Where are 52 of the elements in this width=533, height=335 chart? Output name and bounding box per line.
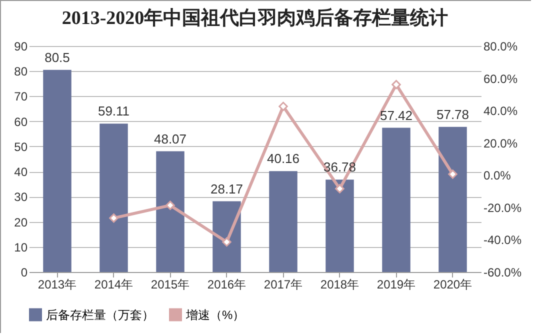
y2-tick-label: 80.0% <box>484 40 518 54</box>
x-tick-label: 2013年 <box>38 278 77 292</box>
data-label: 57.78 <box>436 106 470 122</box>
data-label: 28.17 <box>210 181 244 196</box>
y2-tick-label: -40.0% <box>484 233 522 248</box>
legend-label: 后备存栏量（万套） <box>46 308 154 322</box>
data-label: 59.11 <box>98 104 130 119</box>
point <box>222 237 232 247</box>
x-tick-label: 2016年 <box>207 278 246 292</box>
x-tick-label: 2019年 <box>376 278 416 292</box>
data-label: 80.5 <box>44 50 70 65</box>
data-label: 36.78 <box>323 160 356 175</box>
bar <box>382 128 410 272</box>
point <box>278 102 288 111</box>
chart-title: 2013-2020年中国祖代白羽肉鸡后备存栏量统计 <box>62 7 448 29</box>
x-tick-label: 2020年 <box>433 278 472 292</box>
legend-label: 增速（%） <box>185 308 245 322</box>
x-tick-label: 2014年 <box>94 278 134 292</box>
data-label: 40.16 <box>266 151 300 166</box>
y-tick-label: 30 <box>14 190 28 204</box>
y-tick-label: 80 <box>14 64 28 79</box>
y2-tick-label: 0.0% <box>484 168 512 183</box>
data-label: 57.42 <box>380 108 413 123</box>
y2-tick-label: 40.0% <box>484 104 518 118</box>
x-tick-label: 2017年 <box>264 278 303 292</box>
bar <box>269 171 298 272</box>
bar <box>156 151 184 272</box>
x-tick-label: 2015年 <box>150 278 190 292</box>
point <box>335 184 344 194</box>
point <box>392 80 401 90</box>
y2-tick-label: -60.0% <box>484 266 522 280</box>
y-tick-label: 90 <box>14 40 28 54</box>
y-tick-label: 70 <box>14 90 28 104</box>
x-tick-label: 2018年 <box>320 278 360 292</box>
point <box>448 170 458 179</box>
bar <box>326 180 354 272</box>
point <box>109 213 118 223</box>
y-tick-label: 40 <box>14 165 28 180</box>
y-tick-label: 50 <box>14 140 28 154</box>
point <box>166 200 175 210</box>
y-tick-label: 60 <box>14 114 28 129</box>
y2-tick-label: -20.0% <box>484 200 522 215</box>
bar <box>100 124 128 272</box>
y-tick-label: 10 <box>14 240 28 254</box>
bar <box>212 201 241 272</box>
y-tick-label: 0 <box>20 266 28 280</box>
data-label: 48.07 <box>154 131 187 146</box>
y-tick-label: 20 <box>14 215 28 230</box>
bar <box>43 70 72 272</box>
bar <box>438 126 467 272</box>
y2-tick-label: 60.0% <box>484 72 518 86</box>
y2-tick-label: 20.0% <box>484 136 518 150</box>
